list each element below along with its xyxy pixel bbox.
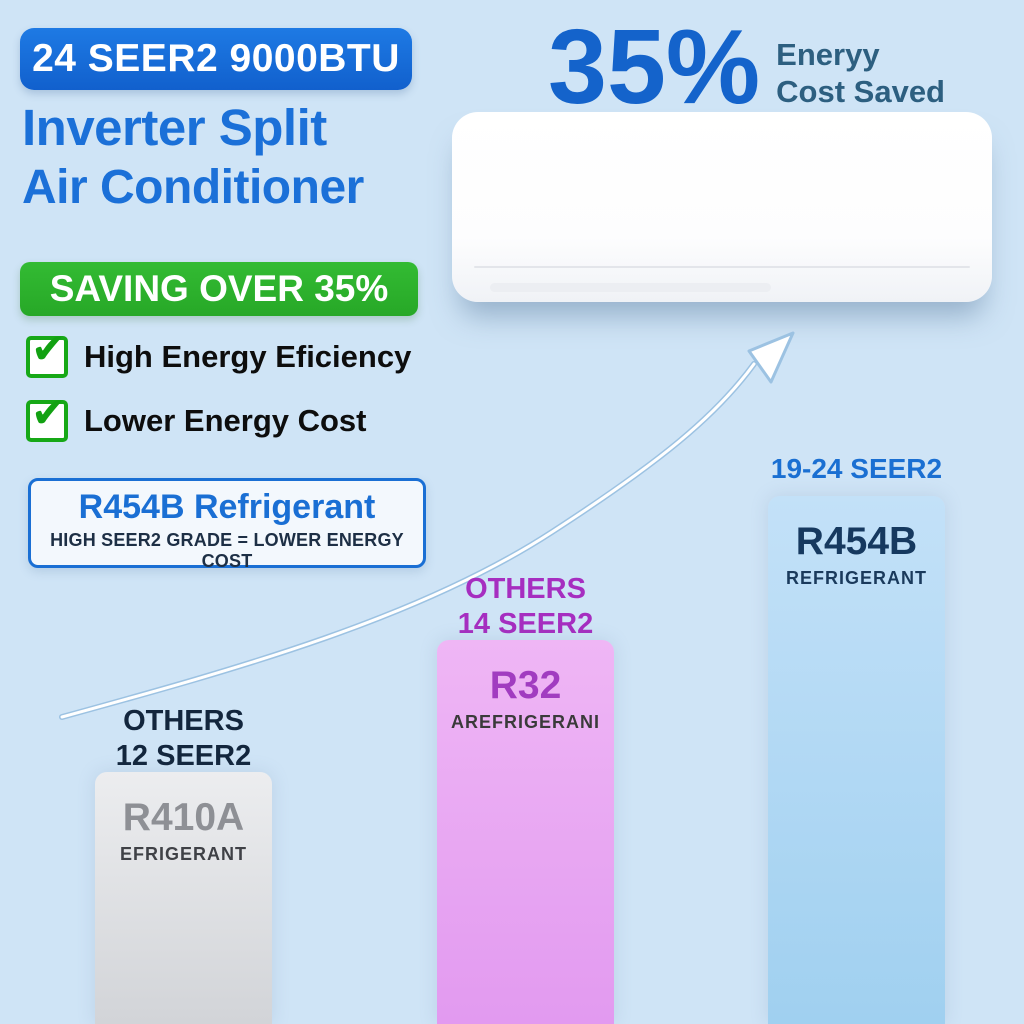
check-icon: ✔ [26,325,68,378]
ac-vent [489,283,771,292]
savings-callout: 35% Eneryy Cost Saved [548,14,945,120]
chart-bar-r32: R32 AREFRIGERANI [437,640,614,1024]
bar-header-r454b: 19-24 SEER2 [770,453,943,484]
feature-label: Lower Energy Cost [84,403,367,438]
bar-label: R32 [489,664,562,707]
chart-bar-r410a: R410A EFRIGERANT [95,772,272,1024]
savings-percent: 35% [548,8,761,126]
feature-item-high-efficiency: ✔ High Energy Eficiency [26,325,412,378]
savings-caption: Eneryy Cost Saved [776,36,945,110]
bar-header-r32: OTHERS 14 SEER2 [457,573,594,640]
refrigerant-title: R454B Refrigerant [78,488,376,526]
bar-label: R410A [122,796,245,839]
model-badge: 24 SEER2 9000BTU [20,28,412,90]
refrigerant-info-box: R454B Refrigerant HIGH SEER2 GRADE = LOW… [28,478,426,571]
product-title-line1: Inverter Split [22,99,327,156]
bar-sublabel: EFRIGERANT [120,844,247,864]
bar-sublabel: REFRIGERANT [786,568,927,588]
check-tick: ✔ [31,325,67,372]
bar-sublabel: AREFRIGERANI [450,712,600,732]
savings-caption-line2: Cost Saved [776,74,945,110]
bar-label: R454B [795,520,918,563]
ac-seam [473,266,971,268]
refrigerant-subtitle: HIGH SEER2 GRADE = LOWER ENERGY COST [50,530,404,571]
check-icon: ✔ [26,389,68,442]
savings-caption-line1: Eneryy [776,37,880,72]
check-tick: ✔ [31,389,67,436]
chart-bar-r454b: R454B REFRIGERANT [768,496,945,1024]
bar-header-r410a: OTHERS 12 SEER2 [115,705,252,772]
product-title-line2: Air Conditioner [22,161,364,214]
feature-item-lower-cost: ✔ Lower Energy Cost [26,389,367,442]
saving-badge: SAVING OVER 35% [20,262,418,316]
feature-label: High Energy Eficiency [84,339,412,374]
air-conditioner-image [452,112,992,302]
